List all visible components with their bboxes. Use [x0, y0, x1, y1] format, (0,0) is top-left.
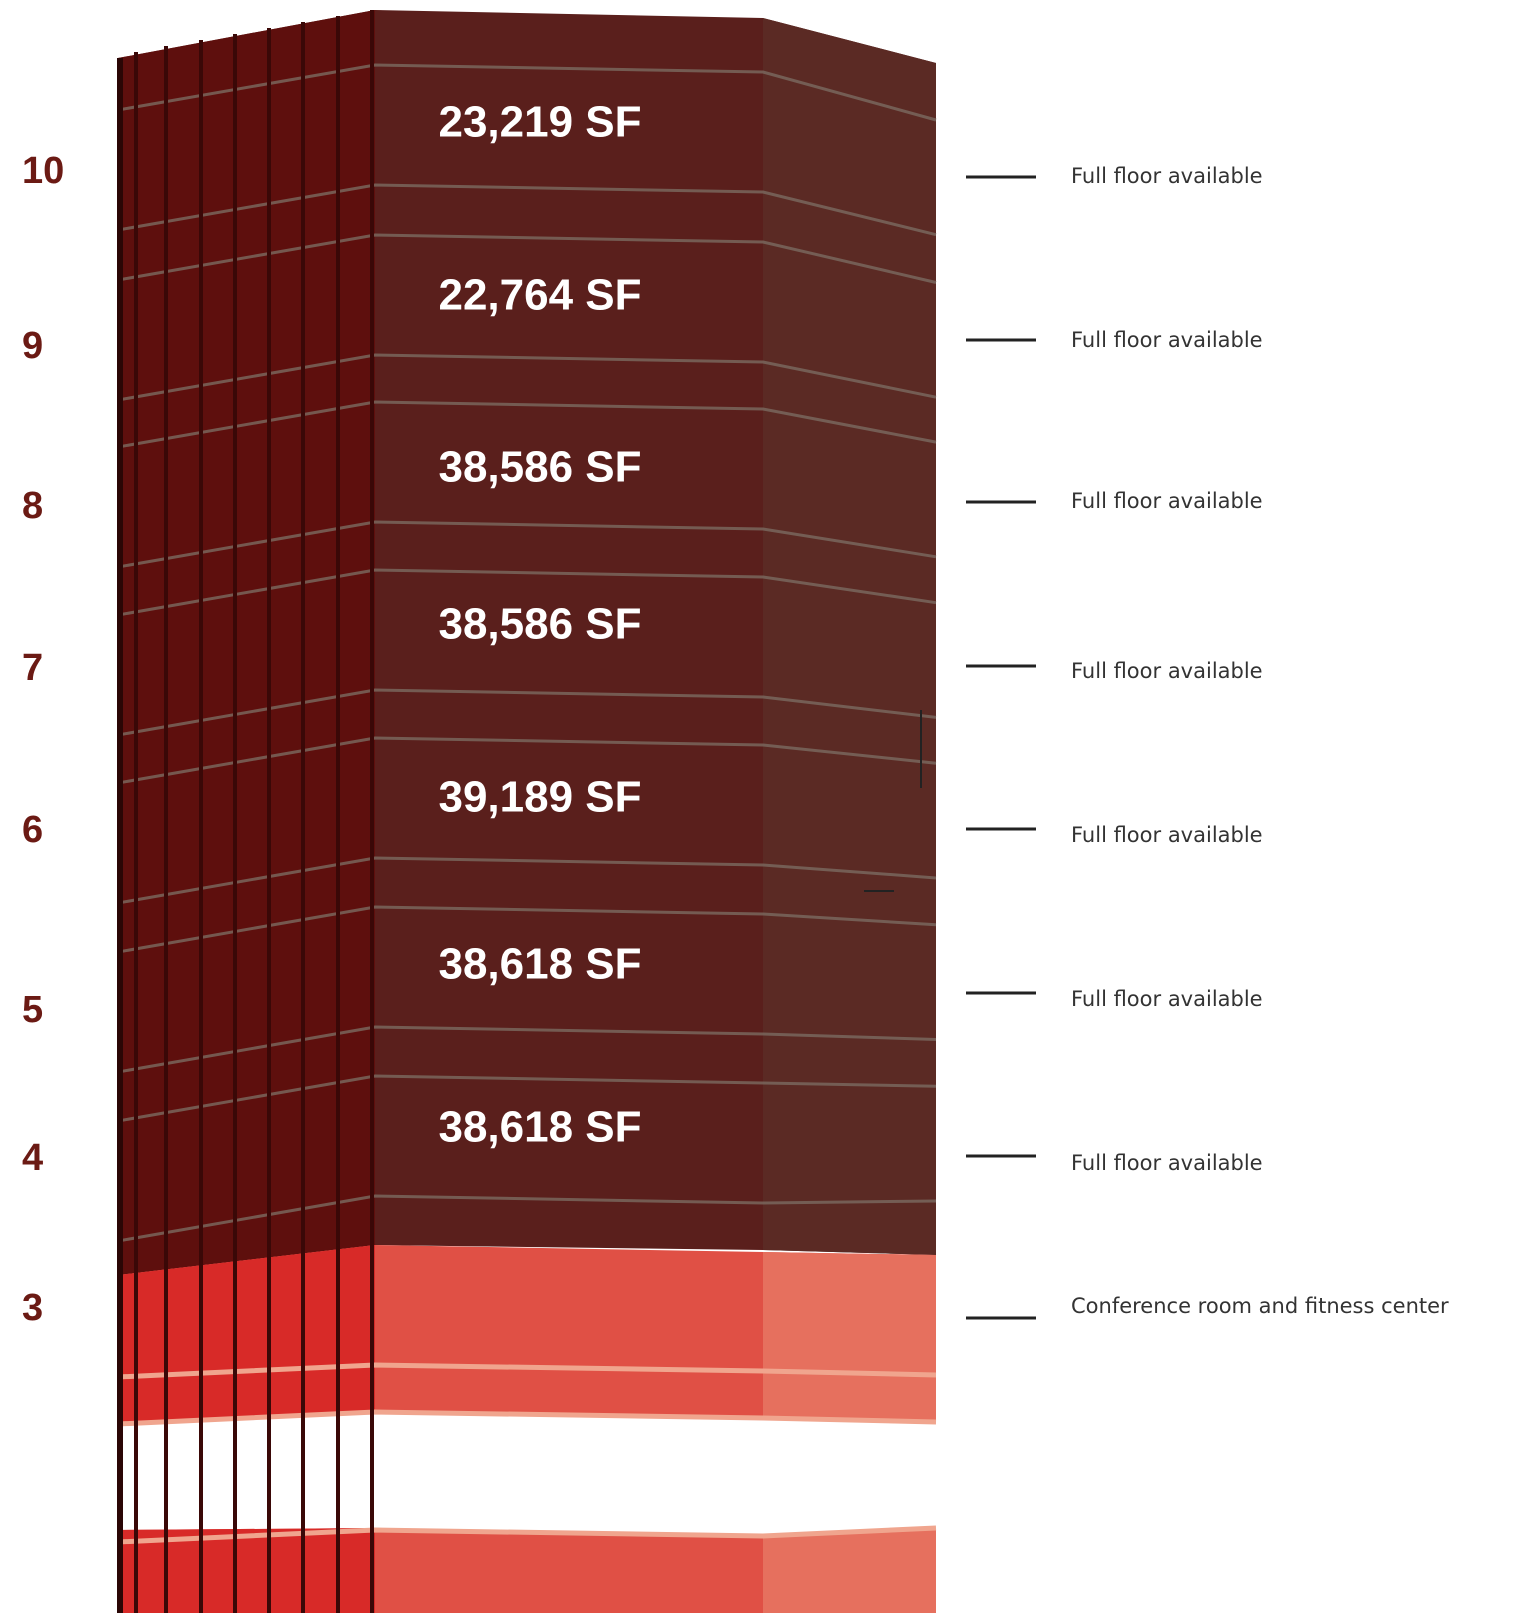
- floor-line: [117, 1194, 937, 1243]
- floor-area: 38,618 SF: [438, 1103, 641, 1152]
- floor-line: [117, 568, 937, 617]
- floor-note: Full floor available: [1071, 659, 1263, 683]
- floor-number: 9: [22, 325, 43, 367]
- floor-area: 38,586 SF: [438, 443, 641, 492]
- floor-line: [117, 1074, 937, 1123]
- lobby-glass: [118, 1410, 936, 1536]
- floor-note: Full floor available: [1071, 987, 1263, 1011]
- floor-line: [117, 1362, 937, 1380]
- floor-area: 22,764 SF: [438, 271, 641, 320]
- side-face: [763, 1252, 936, 1422]
- labels: 10 23,219 SF Full floor available 9 22,764 S…: [22, 98, 1449, 1329]
- floor-number: 5: [22, 989, 43, 1031]
- floor-lines: [117, 63, 937, 1545]
- floor-number: 8: [22, 485, 43, 527]
- floor-line: [117, 63, 937, 122]
- floor-number: 7: [22, 647, 43, 689]
- floor-line: [117, 1025, 937, 1074]
- fin-facade: [118, 1528, 375, 1613]
- floor-line: [117, 688, 937, 737]
- floor-area: 39,189 SF: [438, 773, 641, 822]
- floor-line: [117, 856, 937, 905]
- floor-number: 4: [22, 1137, 43, 1179]
- floor-line: [117, 183, 937, 237]
- floor-line: [117, 1409, 937, 1427]
- floor-line: [117, 736, 937, 785]
- side-face: [763, 1530, 936, 1613]
- floor-line: [117, 233, 937, 284]
- floor-number: 3: [22, 1287, 43, 1329]
- floor-note: Full floor available: [1071, 1151, 1263, 1175]
- building: [117, 10, 937, 1613]
- floor-area: 38,618 SF: [438, 940, 641, 989]
- floor-line: [117, 1525, 937, 1545]
- floor-note: Full floor available: [1071, 328, 1263, 352]
- floor-line: [117, 353, 937, 402]
- floor-line: [117, 520, 937, 569]
- fin-facade: [118, 10, 375, 1275]
- floor-area: 38,586 SF: [438, 600, 641, 649]
- side-face: [763, 18, 936, 1255]
- floor-note: Full floor available: [1071, 164, 1263, 188]
- floor-note: Full floor available: [1071, 489, 1263, 513]
- floor-number: 10: [22, 150, 64, 192]
- fins: [117, 10, 374, 1613]
- fin-facade: [118, 1245, 375, 1425]
- floor-number: 6: [22, 809, 43, 851]
- floor-note: Conference room and fitness center: [1071, 1294, 1449, 1318]
- floor-line: [117, 905, 937, 954]
- floor-note: Full floor available: [1071, 823, 1263, 847]
- floor-line: [117, 400, 937, 449]
- floor-area: 23,219 SF: [438, 98, 641, 147]
